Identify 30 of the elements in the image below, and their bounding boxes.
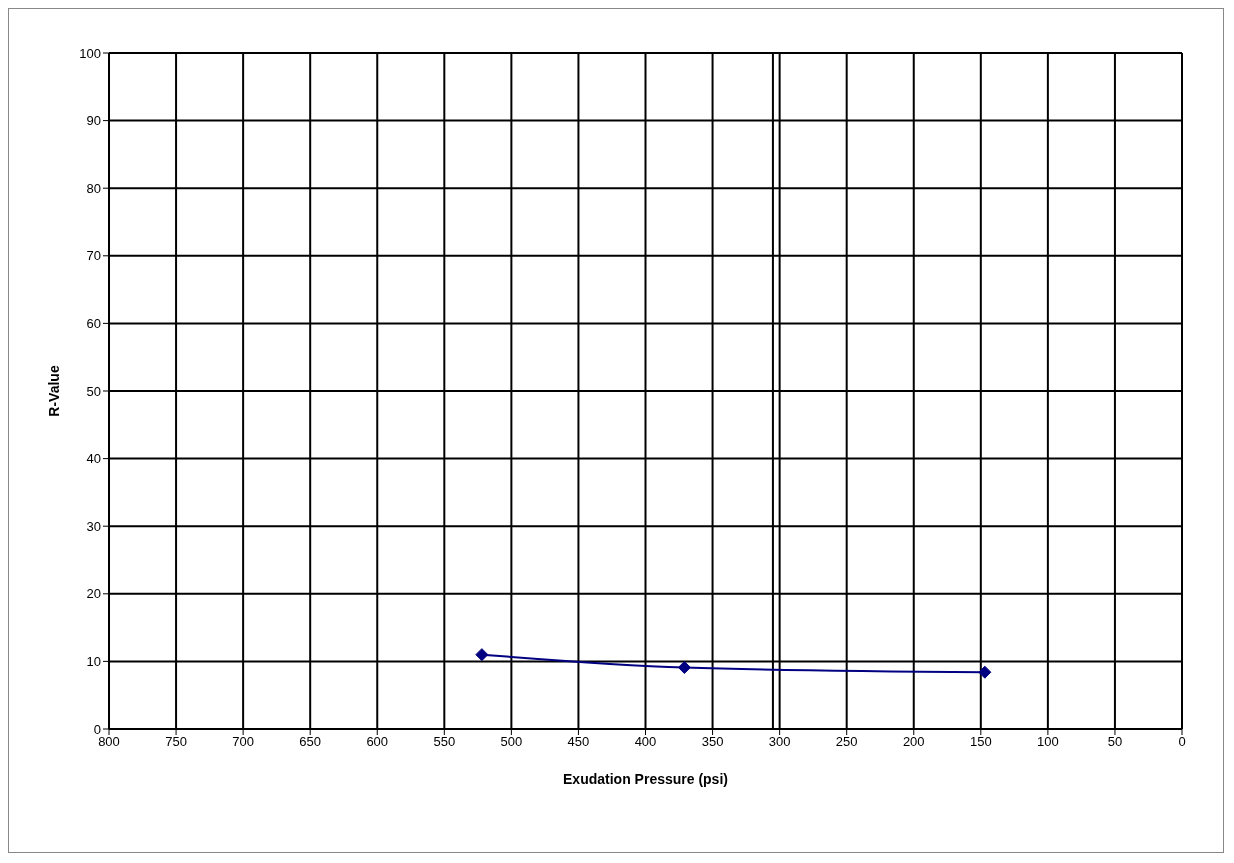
y-tick-label: 90 [86,113,101,129]
x-tick-label: 250 [835,734,858,750]
y-axis-title: R-Value [45,365,62,417]
x-tick-label: 500 [500,734,523,750]
x-tick-label: 700 [232,734,254,750]
y-tick-label: 70 [86,248,101,264]
x-tick-label: 0 [1178,734,1186,750]
x-tick-label: 200 [902,734,925,750]
x-axis-title: Exudation Pressure (psi) [563,771,728,787]
y-tick-label: 0 [93,721,101,737]
y-tick-label: 10 [86,654,101,670]
y-tick-label: 100 [79,45,101,61]
y-tick-label: 30 [86,518,101,534]
x-tick-label: 400 [634,734,657,750]
x-tick-label: 150 [969,734,992,750]
y-tick-label: 80 [86,180,101,196]
y-tick-label: 60 [86,316,101,332]
x-tick-label: 800 [98,734,120,750]
x-tick-label: 350 [701,734,724,750]
x-tick-label: 450 [567,734,590,750]
x-tick-label: 300 [768,734,791,750]
x-tick-label: 550 [433,734,456,750]
y-tick-label: 20 [86,586,101,602]
y-tick-label: 40 [86,451,101,467]
x-tick-label: 650 [299,734,322,750]
x-tick-label: 50 [1107,734,1123,750]
x-tick-label: 100 [1037,734,1059,750]
x-tick-label: 600 [366,734,389,750]
x-tick-label: 750 [165,734,187,750]
y-tick-label: 50 [86,383,101,399]
